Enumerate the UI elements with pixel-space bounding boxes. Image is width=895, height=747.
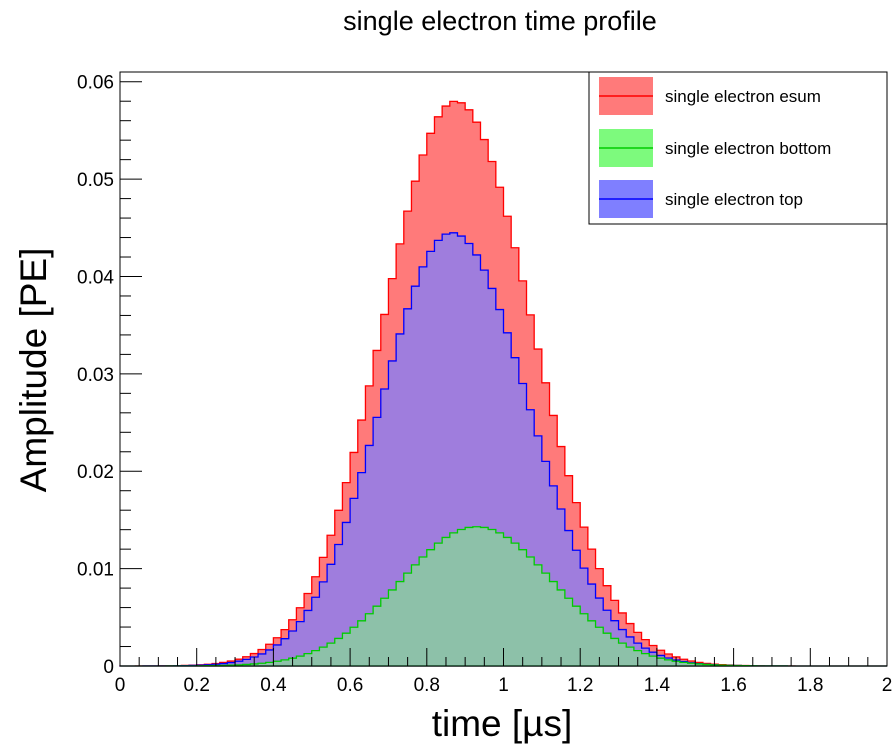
y-tick-label: 0.06: [77, 73, 114, 94]
y-tick-label: 0.04: [77, 267, 114, 288]
axes: 0 0.2 0.4 0.6 0.8 1 1.2 1.4 1.6 1.8 2 0 0.01 0.02 0.03…: [77, 71, 893, 696]
legend-item-esum: single electron esum: [599, 77, 821, 115]
x-tick-label: 0: [115, 675, 126, 696]
y-axis-title: Amplitude [PE]: [13, 248, 54, 493]
series-bottom-area: [120, 526, 887, 667]
legend-item-bottom: single electron bottom: [599, 129, 831, 167]
y-tick-label: 0.01: [77, 560, 114, 581]
series-bottom: [120, 526, 887, 667]
legend-label-top: single electron top: [665, 190, 803, 209]
x-tick-label: 1.4: [644, 675, 671, 696]
x-tick-label: 1.6: [720, 675, 746, 696]
x-tick-label: 1.8: [797, 675, 823, 696]
y-tick-label: 0: [103, 657, 114, 678]
chart-title: single electron time profile: [343, 6, 657, 36]
x-tick-label: 0.4: [260, 675, 287, 696]
x-tick-label: 1: [498, 675, 509, 696]
x-tick-label: 0.2: [183, 675, 209, 696]
x-tick-label: 1.2: [567, 675, 593, 696]
legend-label-esum: single electron esum: [665, 87, 821, 106]
legend-item-top: single electron top: [599, 180, 803, 218]
y-tick-label: 0.02: [77, 462, 114, 483]
legend: single electron esum single electron bot…: [588, 71, 888, 225]
legend-label-bottom: single electron bottom: [665, 139, 831, 158]
x-tick-label: 2: [882, 675, 893, 696]
x-axis-title: time [µs]: [432, 703, 573, 744]
y-tick-label: 0.03: [77, 365, 114, 386]
x-tick-label: 0.8: [414, 675, 440, 696]
x-tick-label: 0.6: [337, 675, 363, 696]
y-tick-label: 0.05: [77, 170, 114, 191]
